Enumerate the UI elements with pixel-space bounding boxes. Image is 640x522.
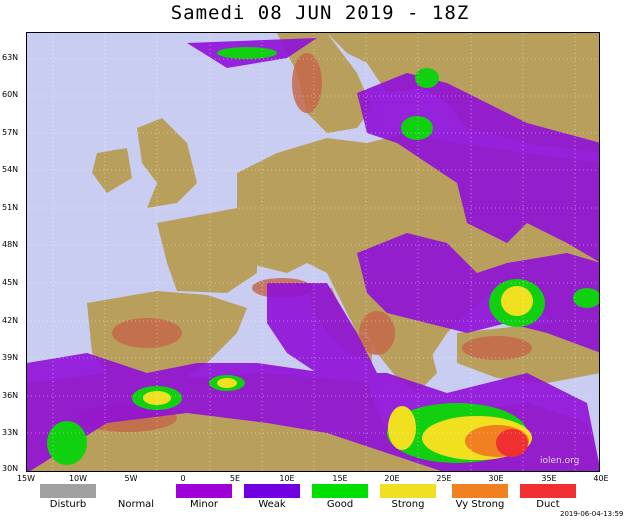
map-canvas (27, 33, 599, 471)
legend-label-duct: Duct (536, 499, 560, 510)
lat-label-57n: 57N (2, 128, 19, 137)
lon-label-10w: 10W (68, 474, 88, 483)
legend-swatch-vystrong (452, 484, 508, 498)
lon-label-30e: 30E (488, 474, 504, 483)
legend-swatch-duct (520, 484, 576, 498)
lat-label-63n: 63N (2, 53, 19, 62)
lon-label-40e: 40E (593, 474, 609, 483)
lat-label-42n: 42N (2, 316, 19, 325)
lon-label-20e: 20E (384, 474, 400, 483)
lat-label-60n: 60N (2, 90, 19, 99)
legend-swatch-normal (108, 484, 164, 498)
lat-label-30n: 30N (2, 464, 19, 473)
propagation-map (26, 32, 600, 472)
legend-label-good: Good (326, 499, 354, 510)
lon-label-15e: 15E (332, 474, 348, 483)
lat-label-45n: 45N (2, 278, 19, 287)
lon-label-10e: 10E (279, 474, 295, 483)
lat-label-39n: 39N (2, 353, 19, 362)
lat-label-51n: 51N (2, 203, 19, 212)
legend-swatch-weak (244, 484, 300, 498)
propagation-duct-layer (496, 429, 528, 457)
legend-label-vystrong: Vy Strong (455, 499, 505, 510)
lat-label-48n: 48N (2, 240, 19, 249)
map-title: Samedi 08 JUN 2019 - 18Z (170, 2, 470, 24)
generated-timestamp: 2019-06-04-13:59 (560, 510, 624, 518)
legend-swatch-strong (380, 484, 436, 498)
legend-label-minor: Minor (190, 499, 218, 510)
lon-label-15w: 15W (16, 474, 36, 483)
lon-label-0: 0 (180, 474, 186, 483)
legend-label-normal: Normal (117, 499, 155, 510)
legend-label-disturb: Disturb (49, 499, 87, 510)
lat-label-33n: 33N (2, 428, 19, 437)
lon-label-35e: 35E (541, 474, 557, 483)
lat-lon-grid (27, 33, 599, 471)
lon-label-5e: 5E (229, 474, 241, 483)
legend-swatch-good (312, 484, 368, 498)
lat-label-54n: 54N (2, 165, 19, 174)
lon-label-25e: 25E (436, 474, 452, 483)
source-watermark: iolen.org (540, 456, 580, 466)
legend-label-weak: Weak (258, 499, 286, 510)
lat-label-36n: 36N (2, 391, 19, 400)
legend-swatch-disturb (40, 484, 96, 498)
legend-label-strong: Strong (391, 499, 425, 510)
legend-swatch-minor (176, 484, 232, 498)
lon-label-5w: 5W (124, 474, 138, 483)
